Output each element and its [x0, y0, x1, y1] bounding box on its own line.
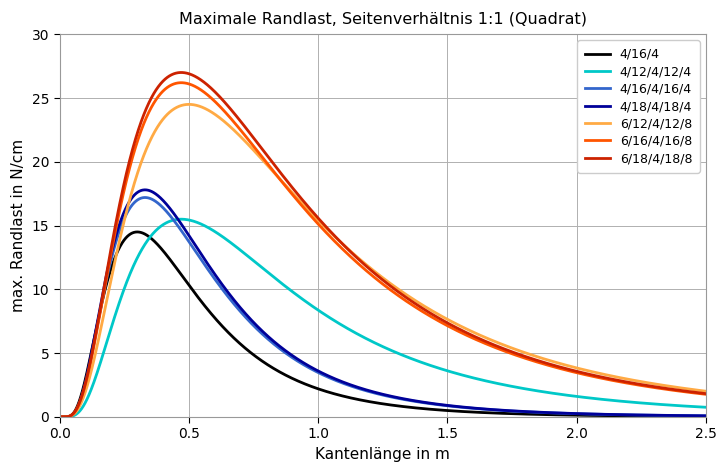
Line: 4/16/4: 4/16/4	[60, 232, 706, 417]
6/16/4/16/8	[620, 380, 628, 385]
6/16/4/16/8	[55, 414, 64, 420]
4/18/4/18/4	[55, 414, 64, 420]
4/16/4	[55, 414, 64, 420]
6/12/4/12/8	[304, 207, 312, 212]
Line: 6/18/4/18/8: 6/18/4/18/8	[60, 72, 706, 417]
4/16/4/16/4	[141, 195, 149, 201]
6/16/4/16/8	[689, 390, 698, 396]
4/16/4	[620, 413, 628, 419]
6/18/4/18/8	[702, 391, 711, 396]
4/16/4	[168, 260, 177, 265]
4/18/4/18/4	[130, 193, 138, 199]
4/16/4/16/4	[689, 413, 698, 419]
4/16/4/16/4	[304, 364, 312, 370]
6/12/4/12/8	[331, 235, 340, 241]
4/18/4/18/4	[331, 377, 340, 382]
Title: Maximale Randlast, Seitenverhältnis 1:1 (Quadrat): Maximale Randlast, Seitenverhältnis 1:1 …	[179, 11, 587, 26]
6/18/4/18/8	[177, 70, 186, 75]
4/12/4/12/4	[55, 414, 64, 420]
4/12/4/12/4	[620, 399, 628, 404]
Line: 4/12/4/12/4: 4/12/4/12/4	[60, 219, 706, 417]
4/12/4/12/4	[167, 218, 176, 223]
X-axis label: Kantenlänge in m: Kantenlänge in m	[315, 447, 450, 462]
4/18/4/18/4	[620, 412, 628, 418]
Line: 6/16/4/16/8: 6/16/4/16/8	[60, 83, 706, 417]
6/18/4/18/8	[167, 72, 176, 78]
4/12/4/12/4	[177, 216, 186, 222]
4/16/4/16/4	[130, 201, 138, 206]
6/12/4/12/8	[130, 183, 138, 188]
4/16/4	[689, 413, 698, 419]
Legend: 4/16/4, 4/12/4/12/4, 4/16/4/16/4, 4/18/4/18/4, 6/12/4/12/8, 6/16/4/16/8, 6/18/4/: 4/16/4, 4/12/4/12/4, 4/16/4/16/4, 4/18/4…	[577, 41, 700, 173]
6/18/4/18/8	[55, 414, 64, 420]
6/16/4/16/8	[304, 210, 312, 215]
4/12/4/12/4	[130, 263, 138, 268]
6/18/4/18/8	[620, 379, 628, 385]
4/16/4	[130, 230, 138, 236]
4/18/4/18/4	[141, 187, 149, 193]
4/16/4/16/4	[702, 413, 711, 419]
4/12/4/12/4	[689, 404, 698, 410]
4/12/4/12/4	[304, 300, 312, 306]
Line: 4/18/4/18/4: 4/18/4/18/4	[60, 190, 706, 417]
6/12/4/12/8	[689, 387, 698, 393]
6/16/4/16/8	[702, 392, 711, 397]
4/16/4/16/4	[620, 412, 628, 418]
6/18/4/18/8	[331, 234, 340, 240]
6/12/4/12/8	[702, 388, 711, 394]
Y-axis label: max. Randlast in N/cm: max. Randlast in N/cm	[11, 139, 26, 312]
4/16/4	[133, 229, 142, 235]
6/16/4/16/8	[177, 80, 186, 86]
6/16/4/16/8	[331, 240, 340, 245]
6/12/4/12/8	[55, 414, 64, 420]
4/16/4	[304, 382, 312, 388]
4/16/4/16/4	[331, 377, 340, 383]
6/18/4/18/8	[689, 389, 698, 395]
4/16/4/16/4	[55, 414, 64, 420]
4/16/4	[702, 413, 711, 419]
4/12/4/12/4	[702, 404, 711, 410]
4/18/4/18/4	[689, 413, 698, 419]
6/12/4/12/8	[167, 107, 176, 113]
6/12/4/12/8	[620, 376, 628, 381]
6/12/4/12/8	[185, 102, 194, 107]
Line: 6/12/4/12/8: 6/12/4/12/8	[60, 105, 706, 417]
Line: 4/16/4/16/4: 4/16/4/16/4	[60, 198, 706, 417]
4/18/4/18/4	[168, 209, 177, 214]
6/16/4/16/8	[130, 151, 138, 157]
6/16/4/16/8	[167, 82, 176, 88]
6/18/4/18/8	[304, 203, 312, 209]
4/12/4/12/4	[331, 319, 340, 324]
4/18/4/18/4	[304, 363, 312, 368]
4/18/4/18/4	[702, 413, 711, 419]
6/18/4/18/8	[130, 143, 138, 149]
4/16/4/16/4	[168, 215, 177, 221]
4/16/4	[331, 391, 340, 397]
